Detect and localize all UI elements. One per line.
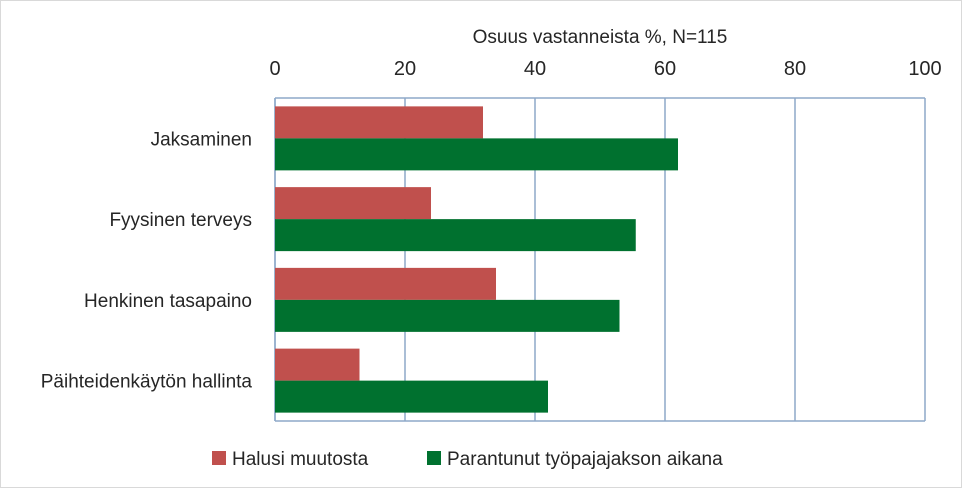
bar-halusi bbox=[275, 106, 483, 139]
x-tick-label: 20 bbox=[394, 58, 416, 80]
category-label: Jaksaminen bbox=[151, 129, 252, 150]
x-tick-label: 0 bbox=[269, 58, 280, 80]
bar-halusi bbox=[275, 187, 431, 220]
bar-parantunut bbox=[275, 380, 548, 413]
legend-label: Parantunut työpajajakson aikana bbox=[447, 449, 723, 470]
x-tick-label: 100 bbox=[908, 58, 941, 80]
legend: Halusi muutosta Parantunut työpajajakson … bbox=[212, 449, 723, 470]
legend-swatch bbox=[427, 451, 441, 465]
bar-parantunut bbox=[275, 219, 636, 252]
bar-parantunut bbox=[275, 138, 678, 171]
x-tick-label: 80 bbox=[784, 58, 806, 80]
category-label: Fyysinen terveys bbox=[109, 210, 252, 231]
legend-label: Halusi muutosta bbox=[232, 449, 369, 470]
bar-halusi bbox=[275, 348, 360, 381]
legend-swatch bbox=[212, 451, 226, 465]
category-label: Henkinen tasapaino bbox=[84, 291, 252, 312]
bars bbox=[275, 106, 678, 413]
bar-halusi bbox=[275, 267, 496, 300]
bar-parantunut bbox=[275, 299, 620, 332]
x-axis-title: Osuus vastanneista %, N=115 bbox=[473, 27, 728, 48]
x-tick-label: 40 bbox=[524, 58, 546, 80]
x-tick-labels: 0 20 40 60 80 100 bbox=[269, 58, 941, 80]
x-tick-label: 60 bbox=[654, 58, 676, 80]
category-labels: Jaksaminen Fyysinen terveys Henkinen tasap… bbox=[41, 129, 253, 392]
category-label: Päihteidenkäytön hallinta bbox=[41, 372, 253, 393]
